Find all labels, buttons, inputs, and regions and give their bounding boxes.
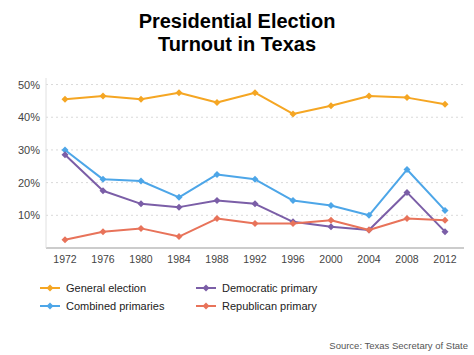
x-tick-label: 1988 — [205, 253, 229, 265]
x-tick-label: 2000 — [319, 253, 343, 265]
point-marker — [252, 176, 259, 183]
point-marker — [62, 151, 69, 158]
legend-marker — [47, 303, 54, 310]
point-marker — [252, 89, 259, 96]
point-marker — [328, 202, 335, 209]
series-line — [65, 219, 445, 240]
legend-label: General election — [66, 282, 146, 294]
point-marker — [100, 228, 107, 235]
y-tick-label: 40% — [18, 111, 40, 123]
point-marker — [404, 189, 411, 196]
point-marker — [100, 176, 107, 183]
source-note: Source: Texas Secretary of State — [329, 340, 468, 351]
background — [0, 0, 474, 355]
point-marker — [290, 220, 297, 227]
x-tick-label: 2008 — [395, 253, 419, 265]
x-tick-label: 1980 — [129, 253, 153, 265]
x-tick-label: 1996 — [281, 253, 305, 265]
point-marker — [366, 212, 373, 219]
point-marker — [442, 217, 449, 224]
chart: Presidential ElectionTurnout in Texas 10%… — [0, 0, 474, 355]
point-marker — [62, 96, 69, 103]
point-marker — [138, 225, 145, 232]
point-marker — [214, 99, 221, 106]
point-marker — [214, 197, 221, 204]
series-line — [65, 155, 445, 232]
grid-line — [46, 215, 464, 216]
grid-line — [46, 117, 464, 118]
x-tick-label: 1984 — [167, 253, 191, 265]
point-marker — [404, 94, 411, 101]
legend-marker — [47, 285, 54, 292]
point-marker — [62, 236, 69, 243]
point-marker — [442, 207, 449, 214]
series-line — [65, 150, 445, 215]
point-marker — [176, 194, 183, 201]
y-tick-label: 20% — [18, 177, 40, 189]
point-marker — [442, 101, 449, 108]
legend-marker — [203, 303, 210, 310]
x-axis — [46, 248, 464, 249]
legend: General election Combined primaries Democr… — [40, 282, 318, 312]
plot-area — [62, 89, 449, 243]
point-marker — [290, 110, 297, 117]
y-tick-label: 50% — [18, 79, 40, 91]
legend-marker — [203, 285, 210, 292]
x-tick-label: 2012 — [433, 253, 457, 265]
point-marker — [442, 228, 449, 235]
y-axis — [46, 78, 47, 248]
point-marker — [214, 215, 221, 222]
point-marker — [138, 200, 145, 207]
point-marker — [138, 96, 145, 103]
point-marker — [366, 92, 373, 99]
point-marker — [100, 92, 107, 99]
x-tick-label: 1972 — [53, 253, 77, 265]
legend-label: Republican primary — [222, 300, 317, 312]
point-marker — [404, 215, 411, 222]
grid-line — [46, 84, 464, 85]
point-marker — [176, 204, 183, 211]
point-marker — [328, 102, 335, 109]
point-marker — [176, 233, 183, 240]
x-tick-label: 1976 — [91, 253, 115, 265]
point-marker — [366, 227, 373, 234]
legend-label: Democratic primary — [222, 282, 318, 294]
point-marker — [366, 227, 373, 234]
point-marker — [328, 217, 335, 224]
x-tick-label: 2004 — [357, 253, 381, 265]
point-marker — [138, 177, 145, 184]
y-tick-label: 10% — [18, 209, 40, 221]
title: Presidential ElectionTurnout in Texas — [139, 10, 336, 55]
point-marker — [252, 220, 259, 227]
legend-label: Combined primaries — [66, 300, 165, 312]
point-marker — [252, 200, 259, 207]
point-marker — [176, 89, 183, 96]
grid — [46, 85, 464, 216]
point-marker — [404, 166, 411, 173]
point-marker — [100, 187, 107, 194]
point-marker — [290, 197, 297, 204]
grid-line — [46, 149, 464, 150]
point-marker — [214, 171, 221, 178]
point-marker — [328, 223, 335, 230]
x-tick-label: 1992 — [243, 253, 267, 265]
y-tick-label: 30% — [18, 144, 40, 156]
